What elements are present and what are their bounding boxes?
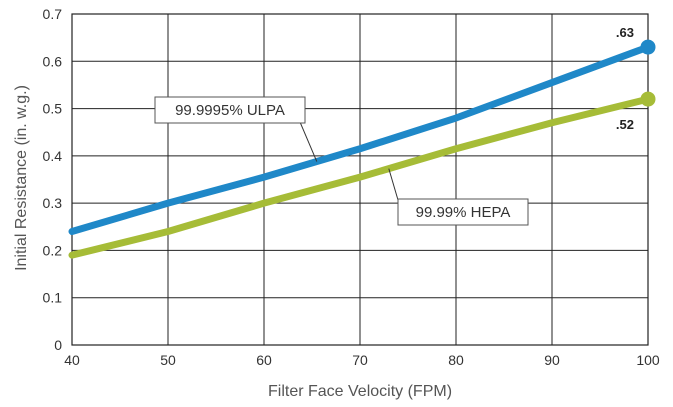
end-value-label: .63 (616, 25, 634, 40)
plot-frame (71, 13, 649, 346)
legend-label-ulpa: 99.9995% ULPA (175, 102, 285, 119)
y-tick-label: 0.5 (43, 101, 63, 117)
y-axis-title: Initial Resistance (in. w.g.) (13, 85, 30, 271)
x-axis-title: Filter Face Velocity (FPM) (268, 383, 452, 400)
callout-leader (388, 168, 399, 201)
axes (71, 13, 649, 346)
y-tick-label: 0.7 (43, 6, 63, 22)
x-tick-label: 90 (544, 352, 560, 368)
x-tick-labels: 40 50 60 70 80 90 100 (64, 352, 660, 368)
y-tick-label: 0.4 (43, 148, 63, 164)
y-tick-label: 0.1 (43, 290, 63, 306)
end-value-labels: .63 .52 (616, 25, 634, 132)
y-tick-label: 0.6 (43, 53, 63, 69)
series-line-hepa (68, 95, 652, 259)
callout-box (154, 96, 306, 124)
series-end-marker (640, 39, 656, 55)
x-tick-label: 80 (448, 352, 464, 368)
x-tick-label: 70 (352, 352, 368, 368)
x-tick-label: 40 (64, 352, 80, 368)
end-value-label: .52 (616, 117, 634, 132)
series-lines (68, 39, 656, 259)
legend-label-hepa: 99.99% HEPA (416, 204, 511, 221)
callout-box (397, 198, 529, 226)
x-tick-label: 60 (256, 352, 272, 368)
x-tick-label: 50 (160, 352, 176, 368)
series-callouts: 99.9995% ULPA 99.99% HEPA (154, 96, 529, 226)
y-tick-label: 0.2 (43, 242, 63, 258)
callout-leader (299, 121, 318, 162)
y-tick-label: 0 (54, 337, 62, 353)
y-tick-label: 0.3 (43, 195, 63, 211)
series-end-marker (640, 91, 656, 107)
series-line-ulpa (68, 43, 652, 236)
y-tick-labels: 0 0.1 0.2 0.3 0.4 0.5 0.6 0.7 (43, 6, 63, 353)
x-tick-label: 100 (636, 352, 660, 368)
